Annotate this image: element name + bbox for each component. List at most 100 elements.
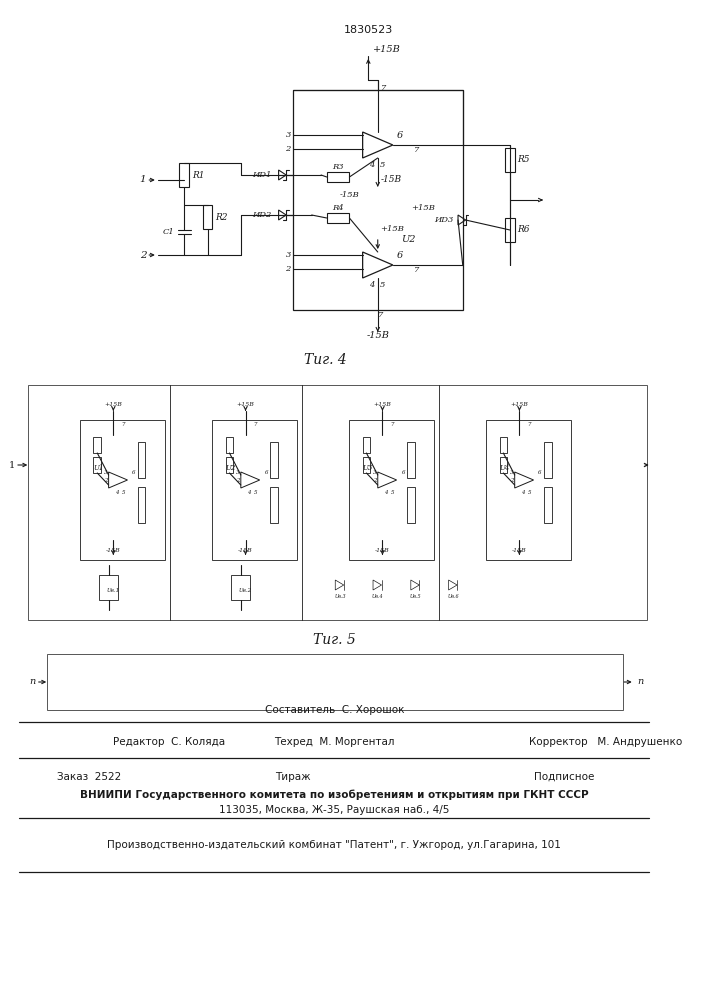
Bar — [99, 575, 118, 600]
Text: Uв.1: Uв.1 — [107, 587, 120, 592]
Text: ИD3: ИD3 — [434, 216, 453, 224]
Text: R4: R4 — [332, 204, 344, 212]
Bar — [327, 172, 349, 182]
Text: Производственно-издательский комбинат "Патент", г. Ужгород, ул.Гагарина, 101: Производственно-издательский комбинат "П… — [107, 840, 561, 850]
Text: Подписное: Подписное — [534, 772, 594, 782]
Text: Uв.4: Uв.4 — [372, 594, 384, 599]
Bar — [226, 457, 233, 473]
Text: 2: 2 — [140, 250, 146, 259]
Text: +15В: +15В — [105, 402, 122, 408]
Text: 4: 4 — [368, 281, 374, 289]
Bar — [81, 420, 165, 560]
Text: 2: 2 — [286, 265, 291, 273]
Text: -15В: -15В — [366, 330, 389, 340]
Bar — [544, 442, 551, 478]
Text: n: n — [638, 678, 643, 686]
Text: 6: 6 — [132, 470, 136, 475]
Bar — [500, 437, 507, 453]
Text: -15В: -15В — [380, 176, 402, 184]
Text: Редактор  С. Коляда: Редактор С. Коляда — [113, 737, 226, 747]
Text: 1830523: 1830523 — [344, 25, 393, 35]
Bar — [363, 437, 370, 453]
Text: 7: 7 — [414, 266, 419, 274]
Text: 5: 5 — [254, 489, 257, 494]
Text: 6: 6 — [397, 130, 403, 139]
Bar — [47, 654, 624, 710]
Text: R2: R2 — [216, 213, 228, 222]
Text: 3: 3 — [286, 131, 291, 139]
Text: 5: 5 — [380, 281, 385, 289]
Text: Uв.5: Uв.5 — [410, 594, 421, 599]
Text: 3: 3 — [236, 470, 240, 475]
Bar — [231, 575, 250, 600]
Bar — [203, 205, 213, 229]
Text: +15В: +15В — [510, 402, 528, 408]
Text: 7: 7 — [253, 422, 257, 428]
Bar — [407, 487, 414, 523]
Text: 7: 7 — [390, 422, 394, 428]
Text: Тираж: Тираж — [275, 772, 310, 782]
Text: 7: 7 — [378, 311, 383, 319]
Text: 6: 6 — [397, 250, 403, 259]
Text: -15В: -15В — [339, 191, 359, 199]
Text: 4: 4 — [384, 489, 387, 494]
Text: -15В: -15В — [238, 548, 253, 552]
Text: 113035, Москва, Ж-35, Раушская наб., 4/5: 113035, Москва, Ж-35, Раушская наб., 4/5 — [219, 805, 450, 815]
Bar — [363, 457, 370, 473]
Text: 2: 2 — [236, 479, 240, 484]
Text: R3: R3 — [332, 163, 344, 171]
Text: U2: U2 — [402, 235, 416, 244]
Text: U1: U1 — [93, 464, 104, 472]
Text: 1: 1 — [140, 176, 146, 184]
Text: Τиг. 5: Τиг. 5 — [313, 633, 356, 647]
Text: 5: 5 — [380, 161, 385, 169]
Text: 7: 7 — [527, 422, 530, 428]
Bar — [506, 218, 515, 242]
Text: +15В: +15В — [373, 402, 392, 408]
Bar — [138, 487, 146, 523]
Text: 6: 6 — [264, 470, 268, 475]
Text: ИD1: ИD1 — [252, 171, 272, 179]
Bar — [407, 442, 414, 478]
Text: 2: 2 — [510, 479, 514, 484]
Text: 7: 7 — [380, 84, 386, 92]
Text: 4: 4 — [368, 161, 374, 169]
Text: 2: 2 — [286, 145, 291, 153]
Bar — [93, 437, 101, 453]
Bar — [293, 90, 463, 310]
Bar — [93, 457, 101, 473]
Text: 4: 4 — [520, 489, 524, 494]
Bar — [506, 148, 515, 172]
Text: 6: 6 — [538, 470, 542, 475]
Text: 4: 4 — [115, 489, 118, 494]
Bar — [138, 442, 146, 478]
Text: U3: U3 — [363, 464, 373, 472]
Text: 3: 3 — [373, 470, 377, 475]
Bar — [270, 487, 278, 523]
Text: +15В: +15В — [411, 204, 435, 212]
Text: U4: U4 — [500, 464, 510, 472]
Bar — [213, 420, 298, 560]
Bar — [28, 385, 647, 620]
Text: R1: R1 — [192, 170, 204, 180]
Text: Uв.3: Uв.3 — [334, 594, 346, 599]
Text: Τиг. 4: Τиг. 4 — [305, 353, 347, 367]
Text: 7: 7 — [121, 422, 124, 428]
Bar — [226, 437, 233, 453]
Text: -15В: -15В — [375, 548, 390, 552]
Text: +15В: +15В — [380, 225, 404, 233]
Bar — [486, 420, 571, 560]
Bar — [500, 457, 507, 473]
Text: R5: R5 — [518, 155, 530, 164]
Text: U2: U2 — [226, 464, 236, 472]
Bar — [327, 213, 349, 223]
Text: 5: 5 — [528, 489, 532, 494]
Text: ВНИИПИ Государственного комитета по изобретениям и открытиям при ГКНТ СССР: ВНИИПИ Государственного комитета по изоб… — [80, 790, 589, 800]
Text: Корректор   М. Андрушенко: Корректор М. Андрушенко — [529, 737, 682, 747]
Text: 7: 7 — [414, 146, 419, 154]
Text: -15В: -15В — [106, 548, 121, 552]
Text: 3: 3 — [510, 470, 514, 475]
Text: Uв.2: Uв.2 — [239, 587, 252, 592]
Text: Составитель  С. Хорошок: Составитель С. Хорошок — [264, 705, 404, 715]
Text: Техред  М. Моргентал: Техред М. Моргентал — [274, 737, 395, 747]
